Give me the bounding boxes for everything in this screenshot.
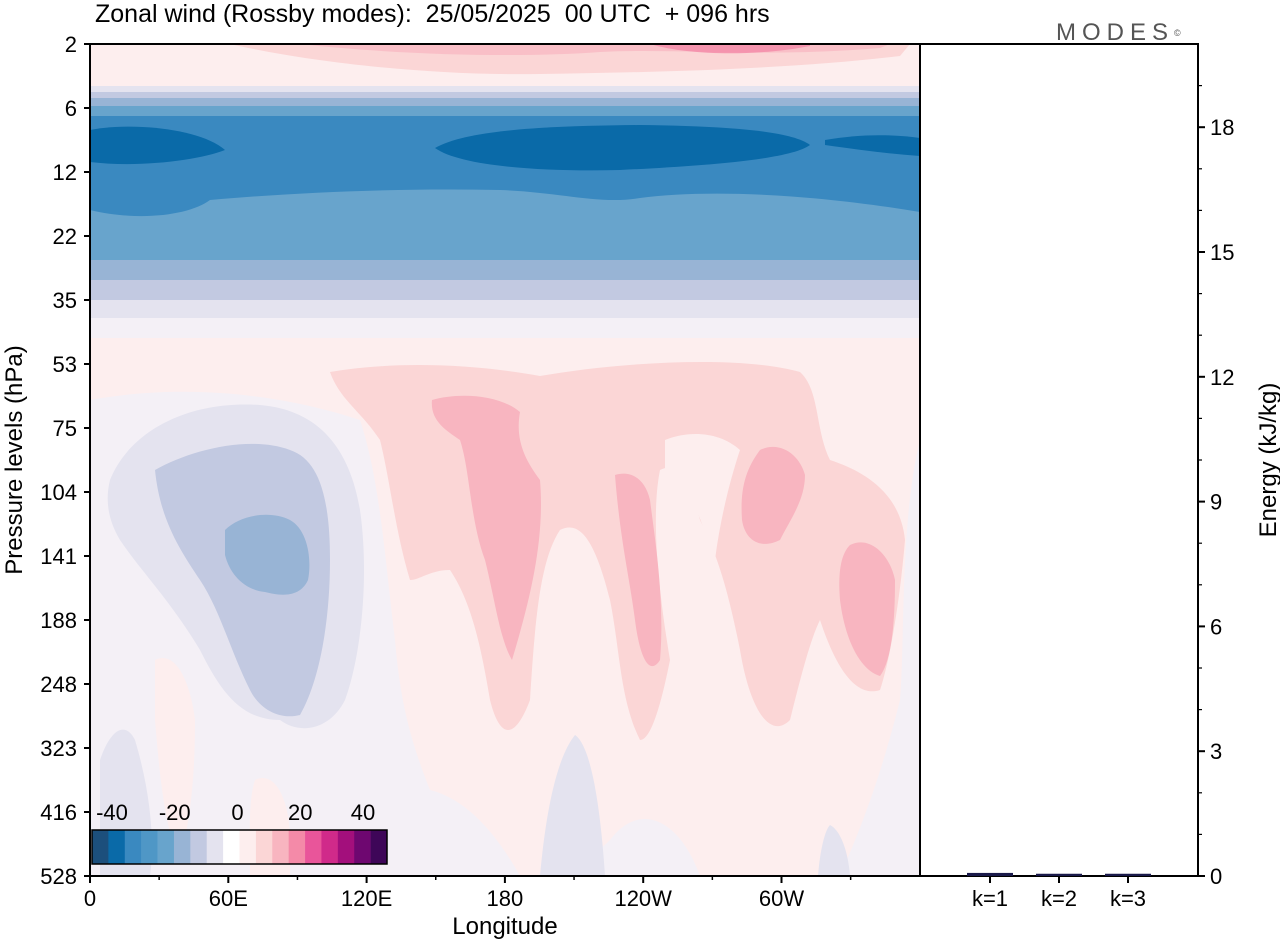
pos-west [155, 658, 195, 860]
colorbar-label: -20 [159, 800, 191, 825]
energy-frame [919, 43, 1199, 877]
energy-tick-label: 15 [1210, 240, 1234, 265]
logo-mark: © [1174, 28, 1181, 38]
colorbar-frame [91, 829, 388, 865]
longitude-tick-label: 60E [209, 886, 248, 911]
longitude-tick-label: 180 [487, 886, 524, 911]
band-top-pos3 [650, 44, 810, 54]
band-neg-wb [90, 300, 920, 320]
bar-category-label: k=1 [972, 886, 1008, 911]
energy-tick-label: 9 [1210, 490, 1222, 515]
colorbar-swatch [337, 830, 355, 864]
colorbar-label: 0 [231, 800, 243, 825]
yaxis-right-title: Energy (kJ/kg) [1255, 383, 1280, 538]
energy-tick-label: 6 [1210, 614, 1222, 639]
energy-tick-label: 18 [1210, 115, 1234, 140]
energy-bar [1036, 873, 1082, 876]
pos-gap [665, 434, 740, 560]
colorbar-swatch [321, 830, 339, 864]
energy-tick-label: 12 [1210, 365, 1234, 390]
core-central [435, 125, 810, 171]
logo-text: MODES [1056, 19, 1175, 46]
band-neg-1b [90, 189, 920, 262]
band-neg-00b [90, 280, 920, 302]
colorbar-swatch [288, 830, 306, 864]
colorbar-swatch [223, 830, 240, 864]
pos-2a [431, 395, 541, 660]
longitude-tick-label: 120W [614, 886, 672, 911]
colorbar: -40 -20 0 20 40 [91, 800, 388, 865]
energy-tick-label: 3 [1210, 739, 1222, 764]
colorbar-label: -40 [96, 800, 128, 825]
pressure-tick-label: 141 [40, 544, 77, 569]
core-east [825, 135, 920, 156]
neg-blob-0 [225, 514, 310, 595]
pressure-tick-label: 22 [53, 224, 77, 249]
colorbar-swatch [108, 830, 126, 864]
colorbar-swatch [354, 830, 371, 864]
longitude-tick-label: 60W [759, 886, 804, 911]
colorbar-swatch [124, 830, 142, 864]
pressure-tick-label: 248 [40, 672, 77, 697]
pressure-tick-label: 323 [40, 736, 77, 761]
yaxis-left-title: Pressure levels (hPa) [1, 345, 28, 574]
pressure-tick-label: 528 [40, 864, 77, 889]
colorbar-swatch [173, 830, 191, 864]
band-neg-w [90, 86, 920, 94]
colorbar-swatch [206, 830, 224, 864]
xaxis-title: Longitude [452, 913, 557, 940]
modes-logo: MODES© [1056, 20, 1181, 46]
bar-category-label: k=2 [1041, 886, 1077, 911]
colorbar-swatch [190, 830, 208, 864]
pressure-tick-label: 53 [53, 352, 77, 377]
pressure-tick-label: 12 [53, 160, 77, 185]
colorbar-swatch [239, 830, 257, 864]
pos-2d [839, 542, 895, 676]
colorbar-swatch [141, 830, 158, 864]
longitude-tick-label: 0 [84, 886, 96, 911]
core-west [90, 126, 225, 165]
pressure-tick-label: 35 [53, 288, 77, 313]
colorbar-swatch [305, 830, 322, 864]
colorbar-swatch [157, 830, 175, 864]
chart-title: Zonal wind (Rossby modes): 25/05/2025 00… [95, 0, 770, 28]
pos-2b [615, 473, 662, 667]
energy-axis: 0 3 6 9 12 15 18 [1198, 84, 1234, 889]
neg-lobe-3 [818, 825, 850, 876]
energy-tick-label: 0 [1210, 864, 1222, 889]
colorbar-swatch [370, 830, 388, 864]
energy-bars: k=1 k=2 k=3 [967, 872, 1151, 911]
energy-bar [967, 872, 1013, 876]
pressure-tick-label: 6 [65, 96, 77, 121]
colorbar-label: 20 [288, 800, 312, 825]
pressure-tick-label: 104 [40, 480, 77, 505]
band-neg-0 [90, 98, 920, 108]
longitude-axis: 0 60E 120E 180 120W 60W [84, 876, 852, 911]
zonal-wind-field [90, 44, 920, 876]
pos-2c [741, 446, 805, 544]
band-zero [90, 318, 920, 338]
pressure-tick-label: 188 [40, 608, 77, 633]
pressure-tick-label: 416 [40, 800, 77, 825]
colorbar-swatch [272, 830, 289, 864]
band-neg-00 [90, 92, 920, 100]
energy-bar [1105, 873, 1151, 876]
neg-lobe-2 [540, 735, 605, 876]
band-neg-0b [90, 260, 920, 282]
colorbar-label: 40 [351, 800, 375, 825]
pressure-axis: 2 6 12 22 35 53 75 104 141 188 248 323 416 528 [40, 32, 90, 889]
longitude-tick-label: 120E [341, 886, 392, 911]
band-neg-1 [90, 106, 920, 118]
bar-category-label: k=3 [1110, 886, 1146, 911]
pressure-tick-label: 2 [65, 32, 77, 57]
pressure-tick-label: 75 [53, 416, 77, 441]
colorbar-swatch [92, 830, 109, 864]
colorbar-swatch [255, 830, 273, 864]
